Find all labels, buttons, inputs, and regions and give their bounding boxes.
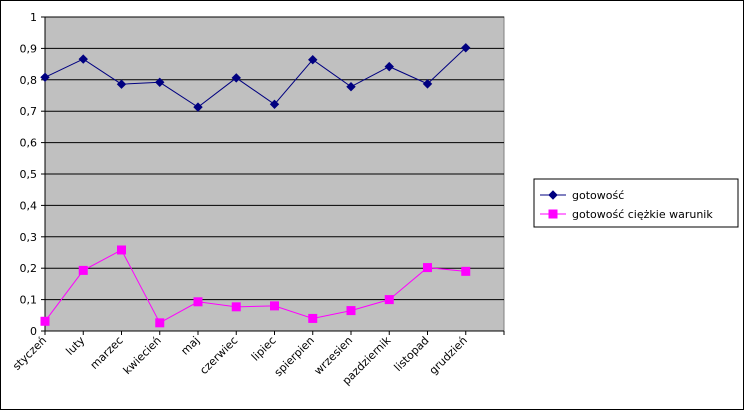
data-point: [231, 73, 241, 83]
y-tick-label: 0,4: [20, 199, 38, 212]
series-lines: [40, 43, 471, 328]
data-point: [78, 54, 88, 64]
data-point: [116, 79, 127, 89]
y-tick-label: 0,7: [20, 105, 38, 118]
legend-marker: [548, 190, 558, 200]
legend-item: gotowość ciężkie warunik: [540, 208, 713, 221]
x-tick-label: maj: [178, 334, 202, 358]
x-tick-label: marzec: [88, 334, 126, 372]
data-point: [423, 263, 432, 273]
legend-box: [533, 178, 739, 228]
data-point: [346, 306, 356, 316]
series-1: [40, 43, 471, 112]
y-tick-label: 0,8: [20, 74, 38, 87]
data-point: [384, 61, 394, 72]
data-point: [461, 266, 471, 276]
legend-label: gotowość: [572, 189, 624, 202]
x-tick-label: kwiecień: [121, 334, 164, 377]
x-tick-label: luty: [63, 334, 87, 358]
series-2: [40, 245, 471, 328]
y-tick-label: 0,1: [20, 294, 38, 307]
y-tick-label: 0,6: [20, 137, 38, 150]
legend-items: gotowość gotowość ciężkie warunik: [540, 189, 713, 221]
series-line: [44, 249, 466, 324]
x-tick-label: lipiec: [249, 334, 279, 364]
y-tick-label: 1: [30, 11, 37, 24]
series-line: [44, 47, 467, 108]
legend-item: gotowość: [540, 189, 624, 202]
data-point: [193, 297, 203, 307]
data-point: [117, 245, 126, 255]
x-tick-label: styczeń: [10, 334, 49, 373]
data-point: [461, 43, 471, 53]
x-tick-label: czerwiec: [197, 334, 240, 377]
data-point: [40, 316, 50, 326]
data-point: [308, 54, 318, 65]
y-tick-label: 0,2: [20, 262, 38, 275]
x-tick-label: spierpien: [272, 334, 317, 379]
data-point: [269, 99, 280, 109]
data-point: [155, 318, 165, 328]
data-point: [193, 102, 203, 112]
data-point: [270, 301, 279, 311]
y-tick-label: 0: [30, 325, 37, 338]
legend: gotowość gotowość ciężkie warunik: [533, 178, 739, 228]
data-point: [78, 265, 88, 275]
legend-marker: [548, 209, 558, 219]
data-point: [308, 313, 318, 323]
y-tick-labels: 0 0,1 0,2 0,3 0,4 0,5 0,6 0,7 0,8 0,9 1: [20, 11, 38, 338]
y-tick-label: 0,3: [20, 231, 38, 244]
data-point: [231, 302, 241, 312]
x-tick-label: grudzień: [427, 334, 470, 377]
data-point: [384, 295, 394, 305]
data-point: [40, 72, 50, 82]
data-point: [346, 82, 356, 92]
data-point: [422, 79, 433, 89]
data-point: [155, 77, 165, 88]
legend-label: gotowość ciężkie warunik: [572, 208, 713, 221]
grid-lines: [45, 16, 504, 301]
y-tick-label: 0,9: [20, 42, 38, 55]
y-tick-label: 0,5: [20, 168, 38, 181]
